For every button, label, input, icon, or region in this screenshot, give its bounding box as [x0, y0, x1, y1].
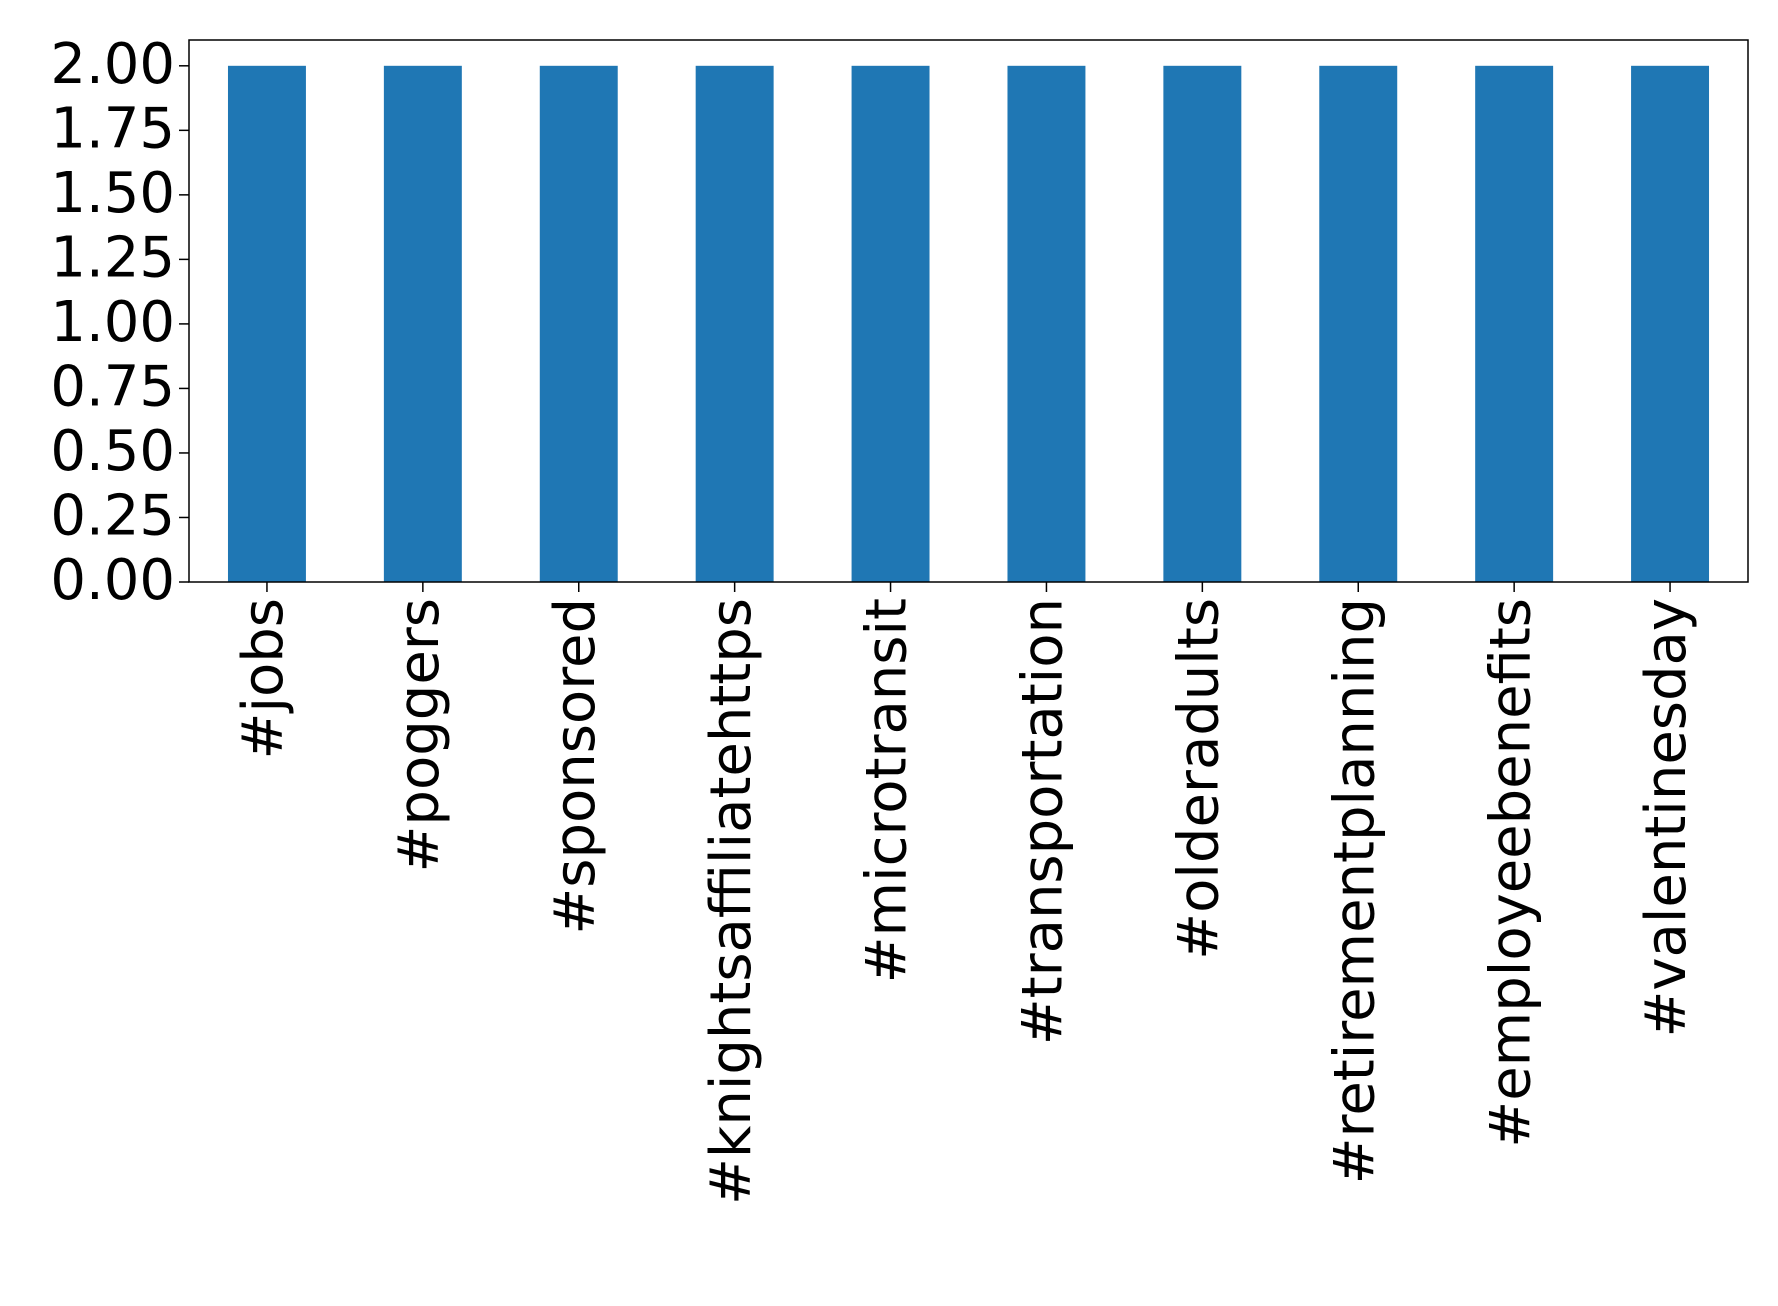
- bar: [539, 65, 618, 583]
- x-tick-label: #poggers: [387, 598, 452, 872]
- y-tick-label: 1.50: [50, 161, 175, 226]
- x-tick-label: #transportation: [1011, 598, 1076, 1045]
- y-tick-label: 0.75: [50, 355, 175, 420]
- y-tick-label: 0.50: [50, 419, 175, 484]
- x-tick-label: #olderadults: [1166, 598, 1231, 960]
- plot-frame: [188, 39, 1749, 583]
- x-tick-label: #jobs: [231, 598, 296, 759]
- bar: [1631, 65, 1710, 583]
- bar: [227, 65, 306, 583]
- bar: [851, 65, 930, 583]
- y-tick-label: 1.00: [50, 290, 175, 355]
- x-tick-label: #employeebenefits: [1478, 598, 1543, 1148]
- x-tick-label: #microtransit: [855, 598, 920, 983]
- y-tick-label: 0.25: [50, 484, 175, 549]
- x-tick-label: #knightsaffiliatehttps: [699, 598, 764, 1205]
- bar: [1007, 65, 1086, 583]
- bar: [383, 65, 462, 583]
- x-tick-label: #sponsored: [543, 598, 608, 935]
- bar: [695, 65, 774, 583]
- bar: [1475, 65, 1554, 583]
- y-tick-label: 2.00: [50, 32, 175, 97]
- y-tick-label: 1.25: [50, 226, 175, 291]
- x-tick-label: #valentinesday: [1634, 598, 1699, 1038]
- y-tick-label: 1.75: [50, 96, 175, 161]
- bar: [1319, 65, 1398, 583]
- y-tick-label: 0.00: [50, 548, 175, 613]
- x-tick-label: #retirementplanning: [1322, 598, 1387, 1184]
- bar: [1163, 65, 1242, 583]
